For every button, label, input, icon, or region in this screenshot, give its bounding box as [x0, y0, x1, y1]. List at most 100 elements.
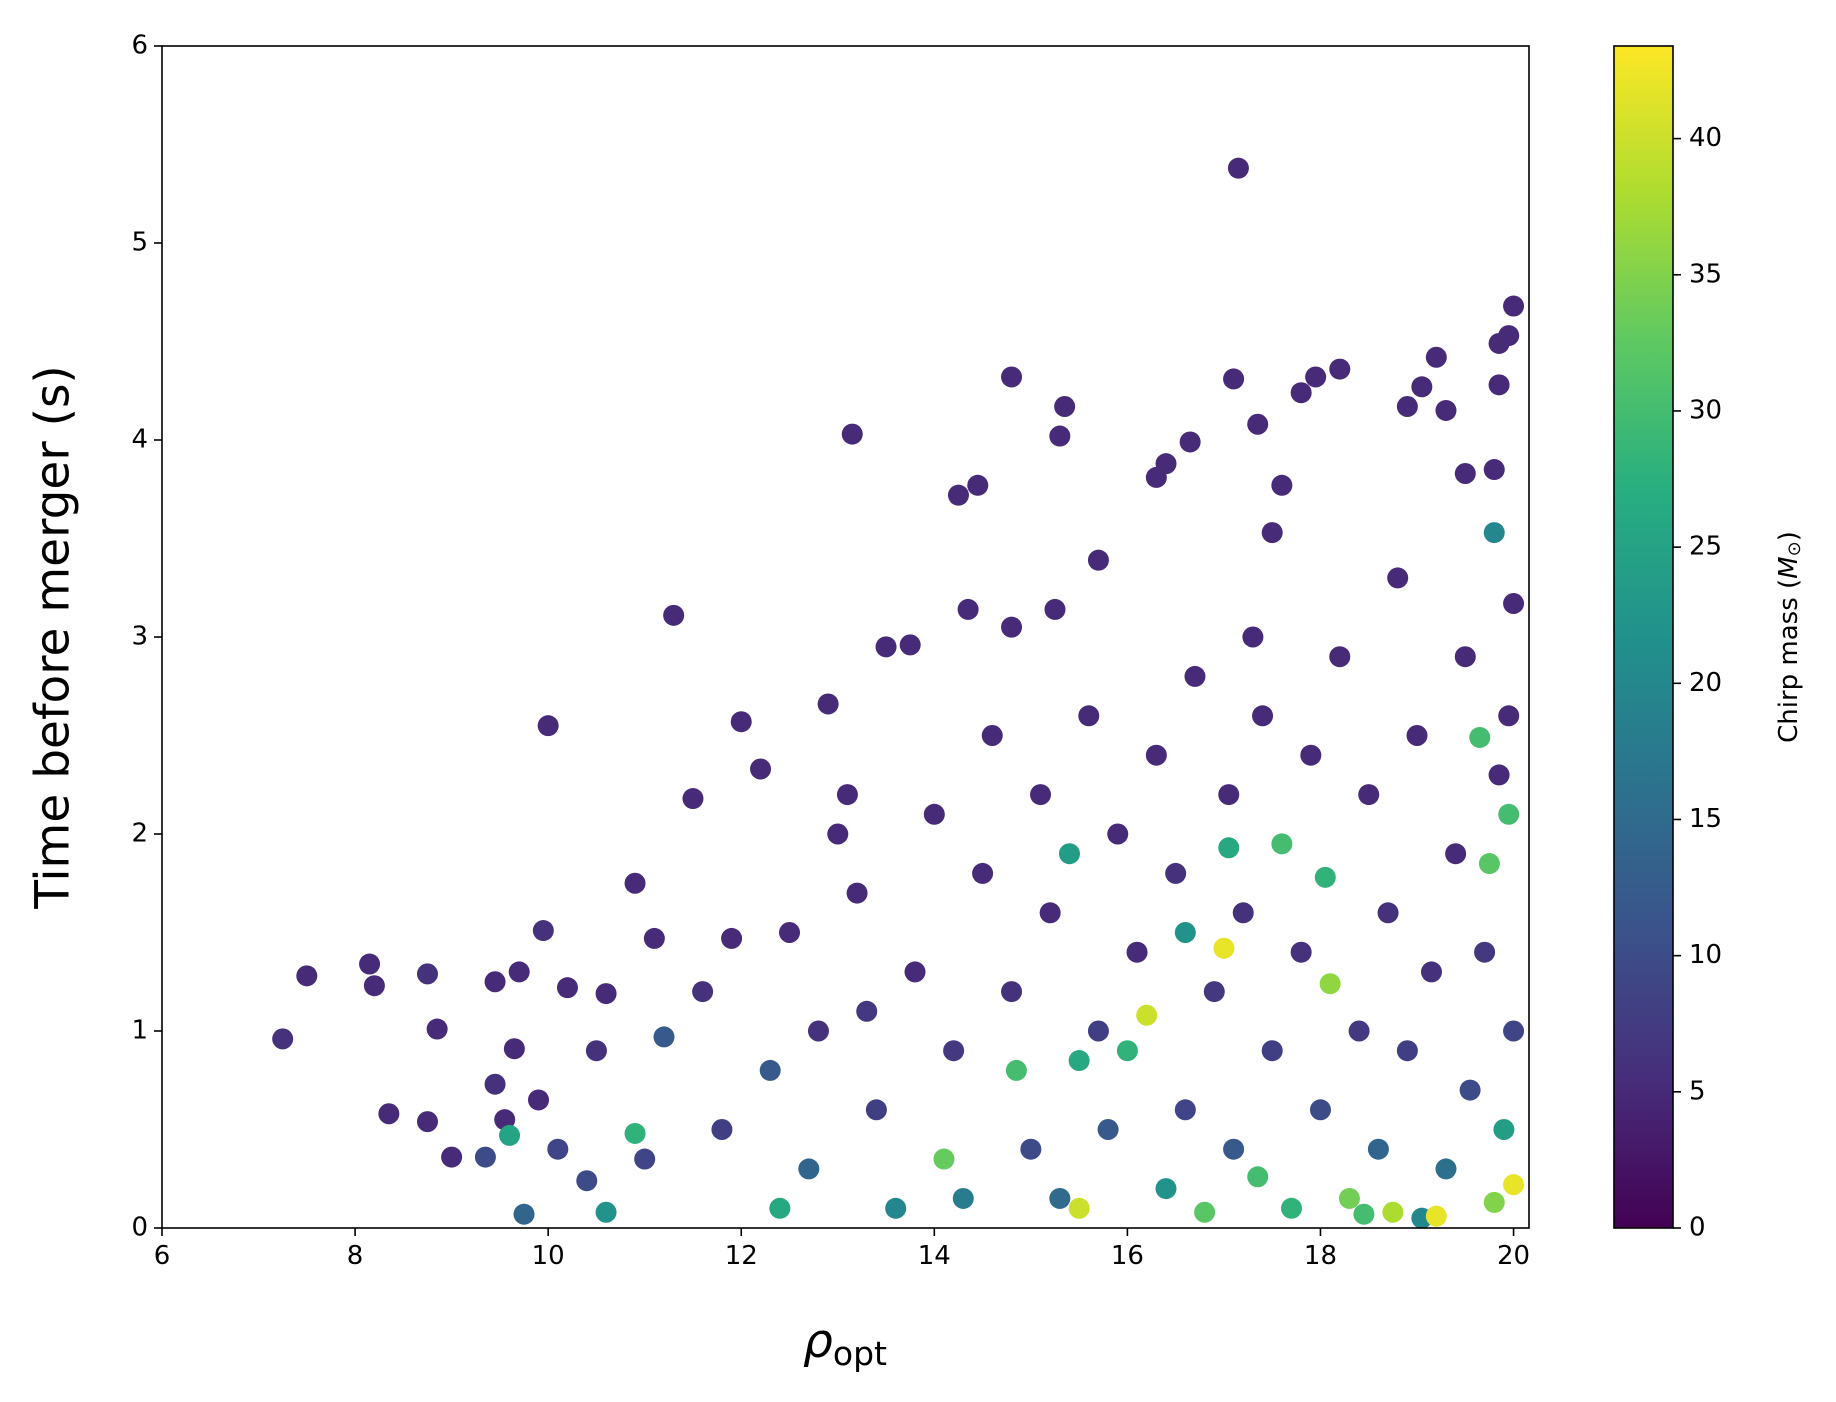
point [1030, 784, 1052, 806]
point [807, 1020, 829, 1042]
point [359, 953, 381, 975]
point [1155, 453, 1177, 475]
point [1078, 705, 1100, 727]
point [1068, 1197, 1090, 1219]
point [1126, 941, 1148, 963]
point [1329, 646, 1351, 668]
point [513, 1203, 535, 1225]
colorbar-label-symbol: M [1774, 556, 1804, 578]
point [1213, 937, 1235, 959]
point [363, 975, 385, 997]
point [1252, 705, 1274, 727]
point [1247, 413, 1269, 435]
point [769, 1197, 791, 1219]
point [904, 961, 926, 983]
point [1271, 833, 1293, 855]
x-tick-label: 8 [347, 1241, 364, 1271]
point [1503, 1020, 1525, 1042]
point [779, 922, 801, 943]
point [663, 604, 685, 626]
point [484, 971, 506, 993]
point [1136, 1004, 1158, 1026]
point [1290, 382, 1312, 404]
colorbar-tick-label: 5 [1689, 1076, 1706, 1106]
x-tick-label: 6 [154, 1241, 171, 1271]
x-label-symbol: ρ [803, 1314, 833, 1369]
point [1001, 366, 1023, 388]
point [1281, 1197, 1303, 1219]
point [1049, 1187, 1071, 1209]
point [634, 1148, 656, 1170]
point [1488, 374, 1510, 396]
colorbar-tick-label: 10 [1689, 940, 1722, 970]
point [556, 977, 578, 999]
y-tick-label: 2 [131, 819, 148, 849]
colorbar [1613, 45, 1674, 1229]
point [1483, 459, 1505, 481]
point [923, 803, 945, 825]
point [1348, 1020, 1370, 1042]
point [585, 1040, 607, 1062]
point [885, 1197, 907, 1219]
point [1242, 626, 1264, 648]
point [1290, 941, 1312, 963]
point [1247, 1166, 1269, 1188]
point [1498, 325, 1520, 347]
point [624, 1122, 646, 1144]
point [730, 711, 752, 733]
point [1435, 1158, 1457, 1180]
point [494, 1109, 516, 1131]
point [1116, 1040, 1138, 1062]
point [933, 1148, 955, 1170]
colorbar-tick-label: 20 [1689, 668, 1722, 698]
point [1396, 396, 1418, 418]
point [967, 474, 989, 496]
point [1329, 358, 1351, 380]
point [499, 1124, 521, 1146]
point [1039, 902, 1061, 924]
y-tick-label: 0 [131, 1213, 148, 1243]
point [1020, 1138, 1042, 1160]
point [1435, 399, 1457, 421]
point [595, 1201, 617, 1223]
colorbar-tick-label: 0 [1689, 1213, 1706, 1243]
point [1058, 843, 1080, 865]
point [1425, 1205, 1447, 1227]
x-tick-label: 10 [532, 1241, 565, 1271]
point [1044, 598, 1066, 620]
point [1232, 902, 1254, 924]
point [1406, 725, 1428, 746]
colorbar-label-close: ) [1774, 531, 1804, 541]
point [1300, 744, 1322, 766]
point [1203, 981, 1225, 1003]
point [827, 823, 849, 845]
point [426, 1018, 448, 1040]
point [846, 882, 868, 904]
point [1454, 462, 1476, 484]
point [1382, 1201, 1404, 1223]
point [1184, 665, 1206, 687]
point [1483, 1191, 1505, 1213]
point [1377, 902, 1399, 924]
point [875, 636, 897, 658]
y-tick-label: 5 [131, 228, 148, 258]
point [1396, 1040, 1418, 1062]
point [1358, 784, 1380, 806]
point [943, 1040, 965, 1062]
point [378, 1103, 400, 1125]
point [817, 693, 839, 715]
point [721, 927, 743, 949]
point [595, 983, 617, 1005]
point [1261, 522, 1283, 544]
point [1194, 1201, 1216, 1223]
point [1498, 803, 1520, 825]
colorbar-tick-label: 35 [1689, 259, 1722, 289]
point [576, 1170, 598, 1192]
point [947, 484, 969, 506]
point [1049, 425, 1071, 447]
point [1305, 366, 1327, 388]
point [1174, 922, 1196, 943]
point [1179, 431, 1201, 453]
